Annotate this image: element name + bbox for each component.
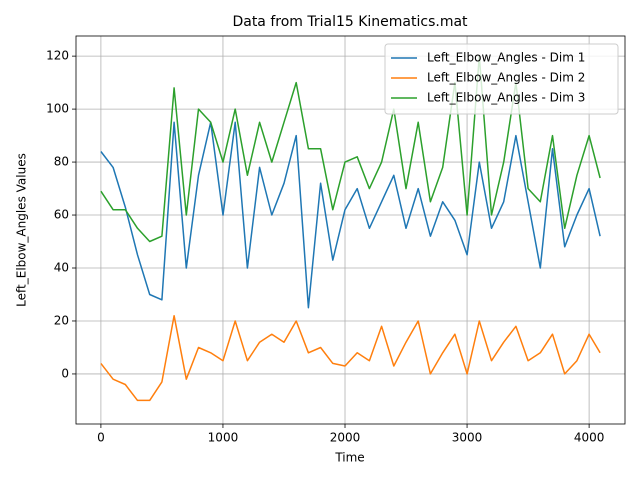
y-tick-label: 60 xyxy=(54,208,69,222)
x-axis-label: Time xyxy=(334,451,364,465)
chart-title: Data from Trial15 Kinematics.mat xyxy=(232,14,468,30)
legend-label: Left_Elbow_Angles - Dim 2 xyxy=(427,71,585,85)
y-tick-label: 0 xyxy=(61,366,69,380)
y-tick-label: 120 xyxy=(46,49,69,63)
legend: Left_Elbow_Angles - Dim 1 Left_Elbow_Angl… xyxy=(384,43,619,115)
data-line xyxy=(100,121,601,309)
axes-frame xyxy=(75,35,626,425)
y-tick-label: 100 xyxy=(46,102,69,116)
x-tick-label: 2000 xyxy=(330,431,361,445)
y-tick-label: 40 xyxy=(54,261,69,275)
x-tick-label: 1000 xyxy=(208,431,239,445)
y-axis-label: Left_Elbow_Angles Values xyxy=(15,153,29,307)
legend-box xyxy=(384,43,619,115)
x-tick-label: 4000 xyxy=(574,431,605,445)
x-tick-label: 0 xyxy=(97,431,105,445)
legend-label: Left_Elbow_Angles - Dim 3 xyxy=(427,91,585,105)
x-tick-label: 3000 xyxy=(452,431,483,445)
y-tick-label: 20 xyxy=(54,313,69,327)
y-tick-label: 80 xyxy=(54,155,69,169)
data-line xyxy=(100,314,601,402)
legend-label: Left_Elbow_Angles - Dim 1 xyxy=(427,51,585,65)
